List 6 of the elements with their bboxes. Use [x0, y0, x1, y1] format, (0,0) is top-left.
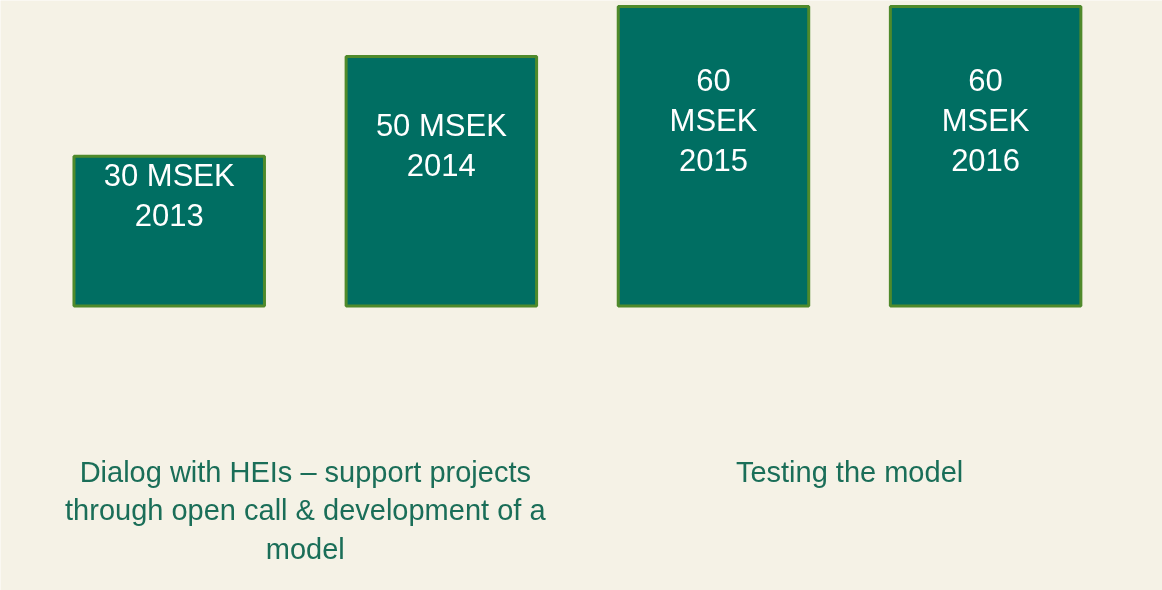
data-label: 30 MSEK 2013 — [103, 157, 236, 233]
data-label: 50 MSEK 2014 — [375, 107, 508, 183]
data-label: 60 MSEK 2016 — [941, 62, 1030, 179]
text: Testing the model — [735, 455, 964, 488]
data-label: 60 MSEK 2015 — [669, 62, 758, 179]
text: Dialog with HEIs – support projects through open call & development of a model — [65, 455, 547, 565]
